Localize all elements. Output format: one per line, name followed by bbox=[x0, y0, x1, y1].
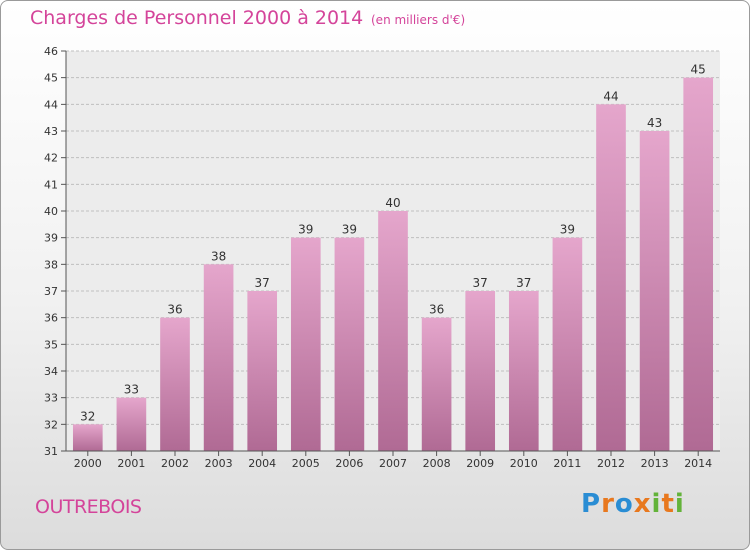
data-label-2014: 45 bbox=[691, 63, 706, 77]
bar-2007 bbox=[378, 211, 408, 451]
data-label-2010: 37 bbox=[516, 276, 531, 290]
x-tick-label: 2013 bbox=[641, 457, 669, 470]
logo-letter: i bbox=[674, 489, 685, 519]
bar-2010 bbox=[508, 291, 539, 451]
bar-2014 bbox=[683, 77, 714, 452]
y-tick-label: 33 bbox=[44, 392, 58, 405]
x-tick-label: 2002 bbox=[161, 457, 189, 470]
y-axis: 31 32 33 34 35 36 37 38 39 40 41 42 43 44 45 46 bbox=[44, 45, 67, 458]
y-tick-label: 37 bbox=[44, 285, 58, 298]
proxiti-logo[interactable]: Proxiti bbox=[581, 489, 685, 519]
logo-letter: t bbox=[661, 489, 675, 519]
y-tick-label: 41 bbox=[44, 178, 58, 191]
commune-name: OUTREBOIS bbox=[35, 496, 142, 518]
x-tick-label: 2008 bbox=[423, 457, 451, 470]
y-tick-label: 39 bbox=[44, 232, 58, 245]
y-tick-label: 32 bbox=[44, 418, 58, 431]
y-tick-label: 44 bbox=[44, 98, 58, 111]
bar-2008 bbox=[421, 317, 452, 451]
data-label-2011: 39 bbox=[560, 223, 575, 237]
data-label-2007: 40 bbox=[385, 196, 400, 210]
y-tick-label: 46 bbox=[44, 45, 58, 58]
data-label-2000: 32 bbox=[80, 409, 95, 423]
x-tick-label: 2014 bbox=[684, 457, 712, 470]
data-label-2001: 33 bbox=[124, 383, 139, 397]
data-labels: 32 33 36 38 37 39 39 40 36 37 37 39 44 43 45 bbox=[80, 63, 706, 424]
data-label-2013: 43 bbox=[647, 116, 662, 130]
y-tick-label: 35 bbox=[44, 338, 58, 351]
x-tick-label: 2012 bbox=[597, 457, 625, 470]
data-label-2009: 37 bbox=[473, 276, 488, 290]
bar-2006 bbox=[334, 237, 365, 451]
bar-2005 bbox=[290, 237, 321, 451]
bar-2013 bbox=[639, 131, 670, 451]
x-tick-label: 2011 bbox=[553, 457, 581, 470]
y-tick-label: 42 bbox=[44, 152, 58, 165]
bar-2001 bbox=[116, 397, 147, 451]
bar-2004 bbox=[247, 291, 278, 451]
data-label-2006: 39 bbox=[342, 223, 357, 237]
y-tick-label: 38 bbox=[44, 258, 58, 271]
chart-subtitle: (en milliers d'€) bbox=[371, 13, 466, 27]
y-tick-label: 34 bbox=[44, 365, 58, 378]
logo-letter: o bbox=[614, 489, 634, 519]
x-tick-label: 2004 bbox=[248, 457, 276, 470]
y-tick-label: 43 bbox=[44, 125, 58, 138]
y-tick-label: 31 bbox=[44, 445, 58, 458]
logo-letter: r bbox=[601, 489, 615, 519]
x-tick-label: 2010 bbox=[510, 457, 538, 470]
logo-letter: P bbox=[581, 489, 602, 519]
data-label-2003: 38 bbox=[211, 249, 226, 263]
x-tick-label: 2005 bbox=[292, 457, 320, 470]
bars-group bbox=[72, 77, 714, 452]
x-tick-label: 2001 bbox=[117, 457, 145, 470]
logo-letter: i bbox=[651, 489, 662, 519]
bar-2012 bbox=[596, 104, 626, 451]
data-label-2002: 36 bbox=[167, 303, 182, 317]
data-label-2012: 44 bbox=[603, 89, 618, 103]
bar-2002 bbox=[160, 317, 190, 451]
bar-2003 bbox=[203, 264, 234, 451]
x-tick-label: 2009 bbox=[466, 457, 494, 470]
y-tick-label: 36 bbox=[44, 312, 58, 325]
data-label-2004: 37 bbox=[255, 276, 270, 290]
bar-2009 bbox=[465, 291, 496, 451]
x-tick-label: 2007 bbox=[379, 457, 407, 470]
y-tick-label: 40 bbox=[44, 205, 58, 218]
logo-letter: x bbox=[633, 489, 652, 519]
x-tick-label: 2003 bbox=[205, 457, 233, 470]
x-axis: 2000 2001 2002 2003 2004 2005 2006 2007 2008 2009… bbox=[66, 450, 720, 470]
bar-2000 bbox=[72, 424, 103, 451]
data-label-2005: 39 bbox=[298, 223, 313, 237]
x-tick-label: 2006 bbox=[335, 457, 363, 470]
chart-title: Charges de Personnel 2000 à 2014 bbox=[30, 7, 364, 29]
x-tick-label: 2000 bbox=[74, 457, 102, 470]
data-label-2008: 36 bbox=[429, 303, 444, 317]
bar-2011 bbox=[552, 237, 583, 451]
y-tick-label: 45 bbox=[44, 72, 58, 85]
